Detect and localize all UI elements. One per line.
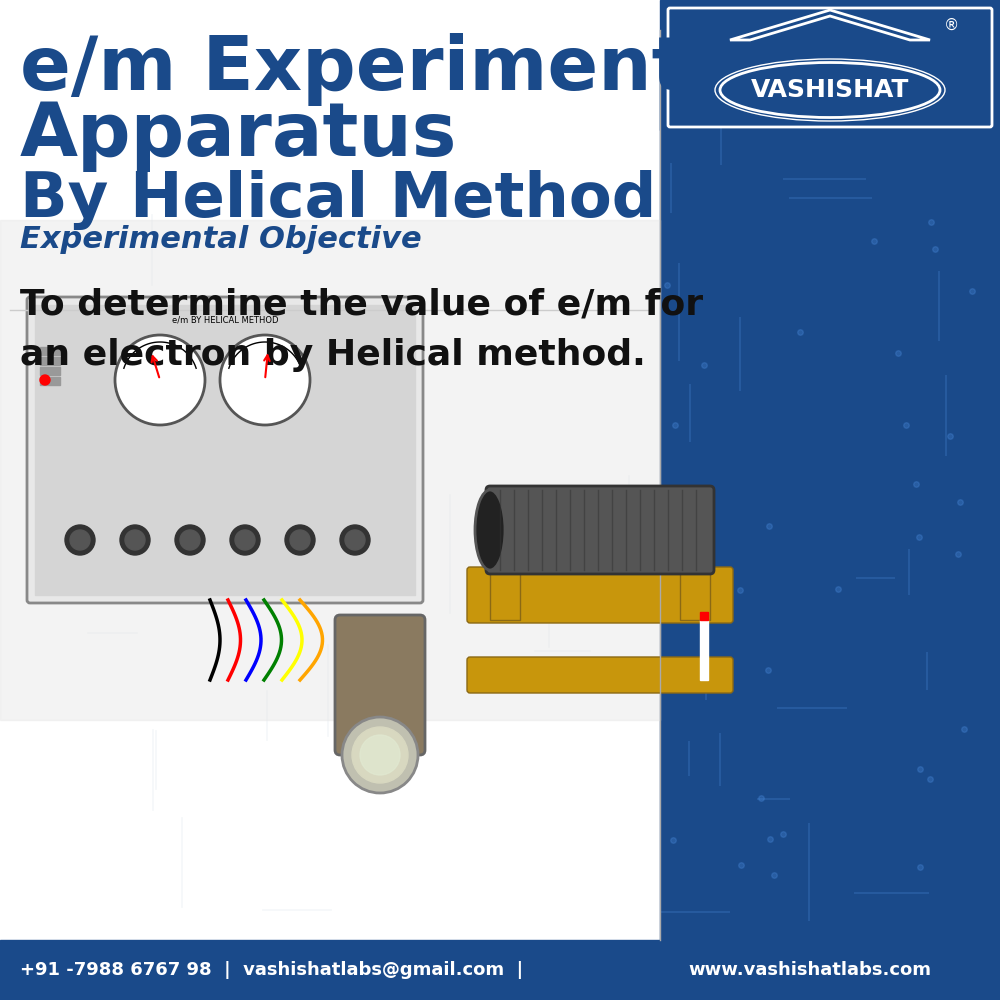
Circle shape — [342, 717, 418, 793]
Bar — [40, 347, 60, 355]
Bar — [490, 500, 520, 620]
Circle shape — [180, 530, 200, 550]
FancyBboxPatch shape — [486, 486, 714, 574]
Bar — [700, 612, 708, 620]
Bar — [0, 220, 660, 720]
Text: By Helical Method: By Helical Method — [20, 170, 656, 230]
FancyBboxPatch shape — [668, 8, 992, 127]
Bar — [40, 377, 60, 385]
Text: Apparatus: Apparatus — [20, 99, 457, 172]
Ellipse shape — [475, 490, 505, 570]
FancyBboxPatch shape — [27, 297, 423, 603]
Text: e/m BY HELICAL METHOD: e/m BY HELICAL METHOD — [172, 316, 278, 324]
Circle shape — [65, 525, 95, 555]
Circle shape — [235, 530, 255, 550]
FancyBboxPatch shape — [467, 567, 733, 623]
Circle shape — [340, 525, 370, 555]
Text: ®: ® — [944, 17, 960, 32]
Bar — [40, 367, 60, 375]
Circle shape — [285, 525, 315, 555]
Circle shape — [115, 335, 205, 425]
Bar — [35, 305, 415, 595]
Circle shape — [290, 530, 310, 550]
Circle shape — [40, 375, 50, 385]
Text: an electron by Helical method.: an electron by Helical method. — [20, 338, 646, 372]
Circle shape — [220, 335, 310, 425]
Text: VASHISHAT: VASHISHAT — [751, 78, 909, 102]
Circle shape — [125, 530, 145, 550]
Circle shape — [352, 727, 408, 783]
Circle shape — [120, 525, 150, 555]
Circle shape — [175, 525, 205, 555]
Bar — [40, 357, 60, 365]
Bar — [680, 500, 710, 620]
Text: +91 -7988 6767 98  |  vashishatlabs@gmail.com  |: +91 -7988 6767 98 | vashishatlabs@gmail.… — [20, 961, 523, 979]
Text: www.vashishatlabs.com: www.vashishatlabs.com — [688, 961, 932, 979]
Bar — [660, 40, 1000, 940]
Circle shape — [230, 525, 260, 555]
Text: To determine the value of e/m for: To determine the value of e/m for — [20, 288, 703, 322]
FancyBboxPatch shape — [335, 615, 425, 755]
Circle shape — [345, 530, 365, 550]
Circle shape — [360, 735, 400, 775]
Bar — [660, 0, 1000, 130]
Circle shape — [70, 530, 90, 550]
FancyBboxPatch shape — [467, 657, 733, 693]
Bar — [0, 940, 1000, 1000]
Bar — [700, 620, 708, 680]
Text: e/m Experiment: e/m Experiment — [20, 33, 688, 106]
Text: Experimental Objective: Experimental Objective — [20, 226, 422, 254]
